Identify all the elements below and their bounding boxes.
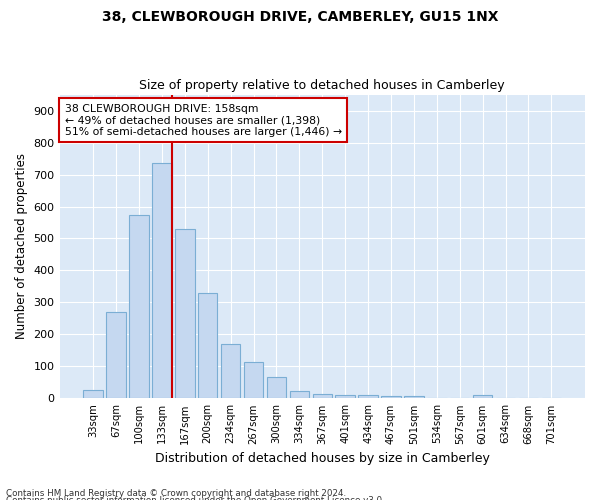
Bar	[404, 396, 424, 398]
Bar	[290, 392, 309, 398]
Bar	[244, 362, 263, 399]
Title: Size of property relative to detached houses in Camberley: Size of property relative to detached ho…	[139, 79, 505, 92]
Bar	[267, 376, 286, 398]
Bar	[313, 394, 332, 398]
Bar	[198, 293, 217, 399]
Bar	[358, 395, 378, 398]
Bar	[221, 344, 241, 399]
Bar	[129, 214, 149, 398]
Bar	[473, 395, 493, 398]
Text: 38, CLEWBOROUGH DRIVE, CAMBERLEY, GU15 1NX: 38, CLEWBOROUGH DRIVE, CAMBERLEY, GU15 1…	[102, 10, 498, 24]
Bar	[152, 164, 172, 398]
Bar	[381, 396, 401, 398]
Y-axis label: Number of detached properties: Number of detached properties	[15, 154, 28, 340]
Bar	[106, 312, 126, 398]
X-axis label: Distribution of detached houses by size in Camberley: Distribution of detached houses by size …	[155, 452, 490, 465]
Text: 38 CLEWBOROUGH DRIVE: 158sqm
← 49% of detached houses are smaller (1,398)
51% of: 38 CLEWBOROUGH DRIVE: 158sqm ← 49% of de…	[65, 104, 342, 137]
Text: Contains public sector information licensed under the Open Government Licence v3: Contains public sector information licen…	[6, 496, 385, 500]
Bar	[335, 394, 355, 398]
Bar	[175, 229, 194, 398]
Text: Contains HM Land Registry data © Crown copyright and database right 2024.: Contains HM Land Registry data © Crown c…	[6, 488, 346, 498]
Bar	[83, 390, 103, 398]
